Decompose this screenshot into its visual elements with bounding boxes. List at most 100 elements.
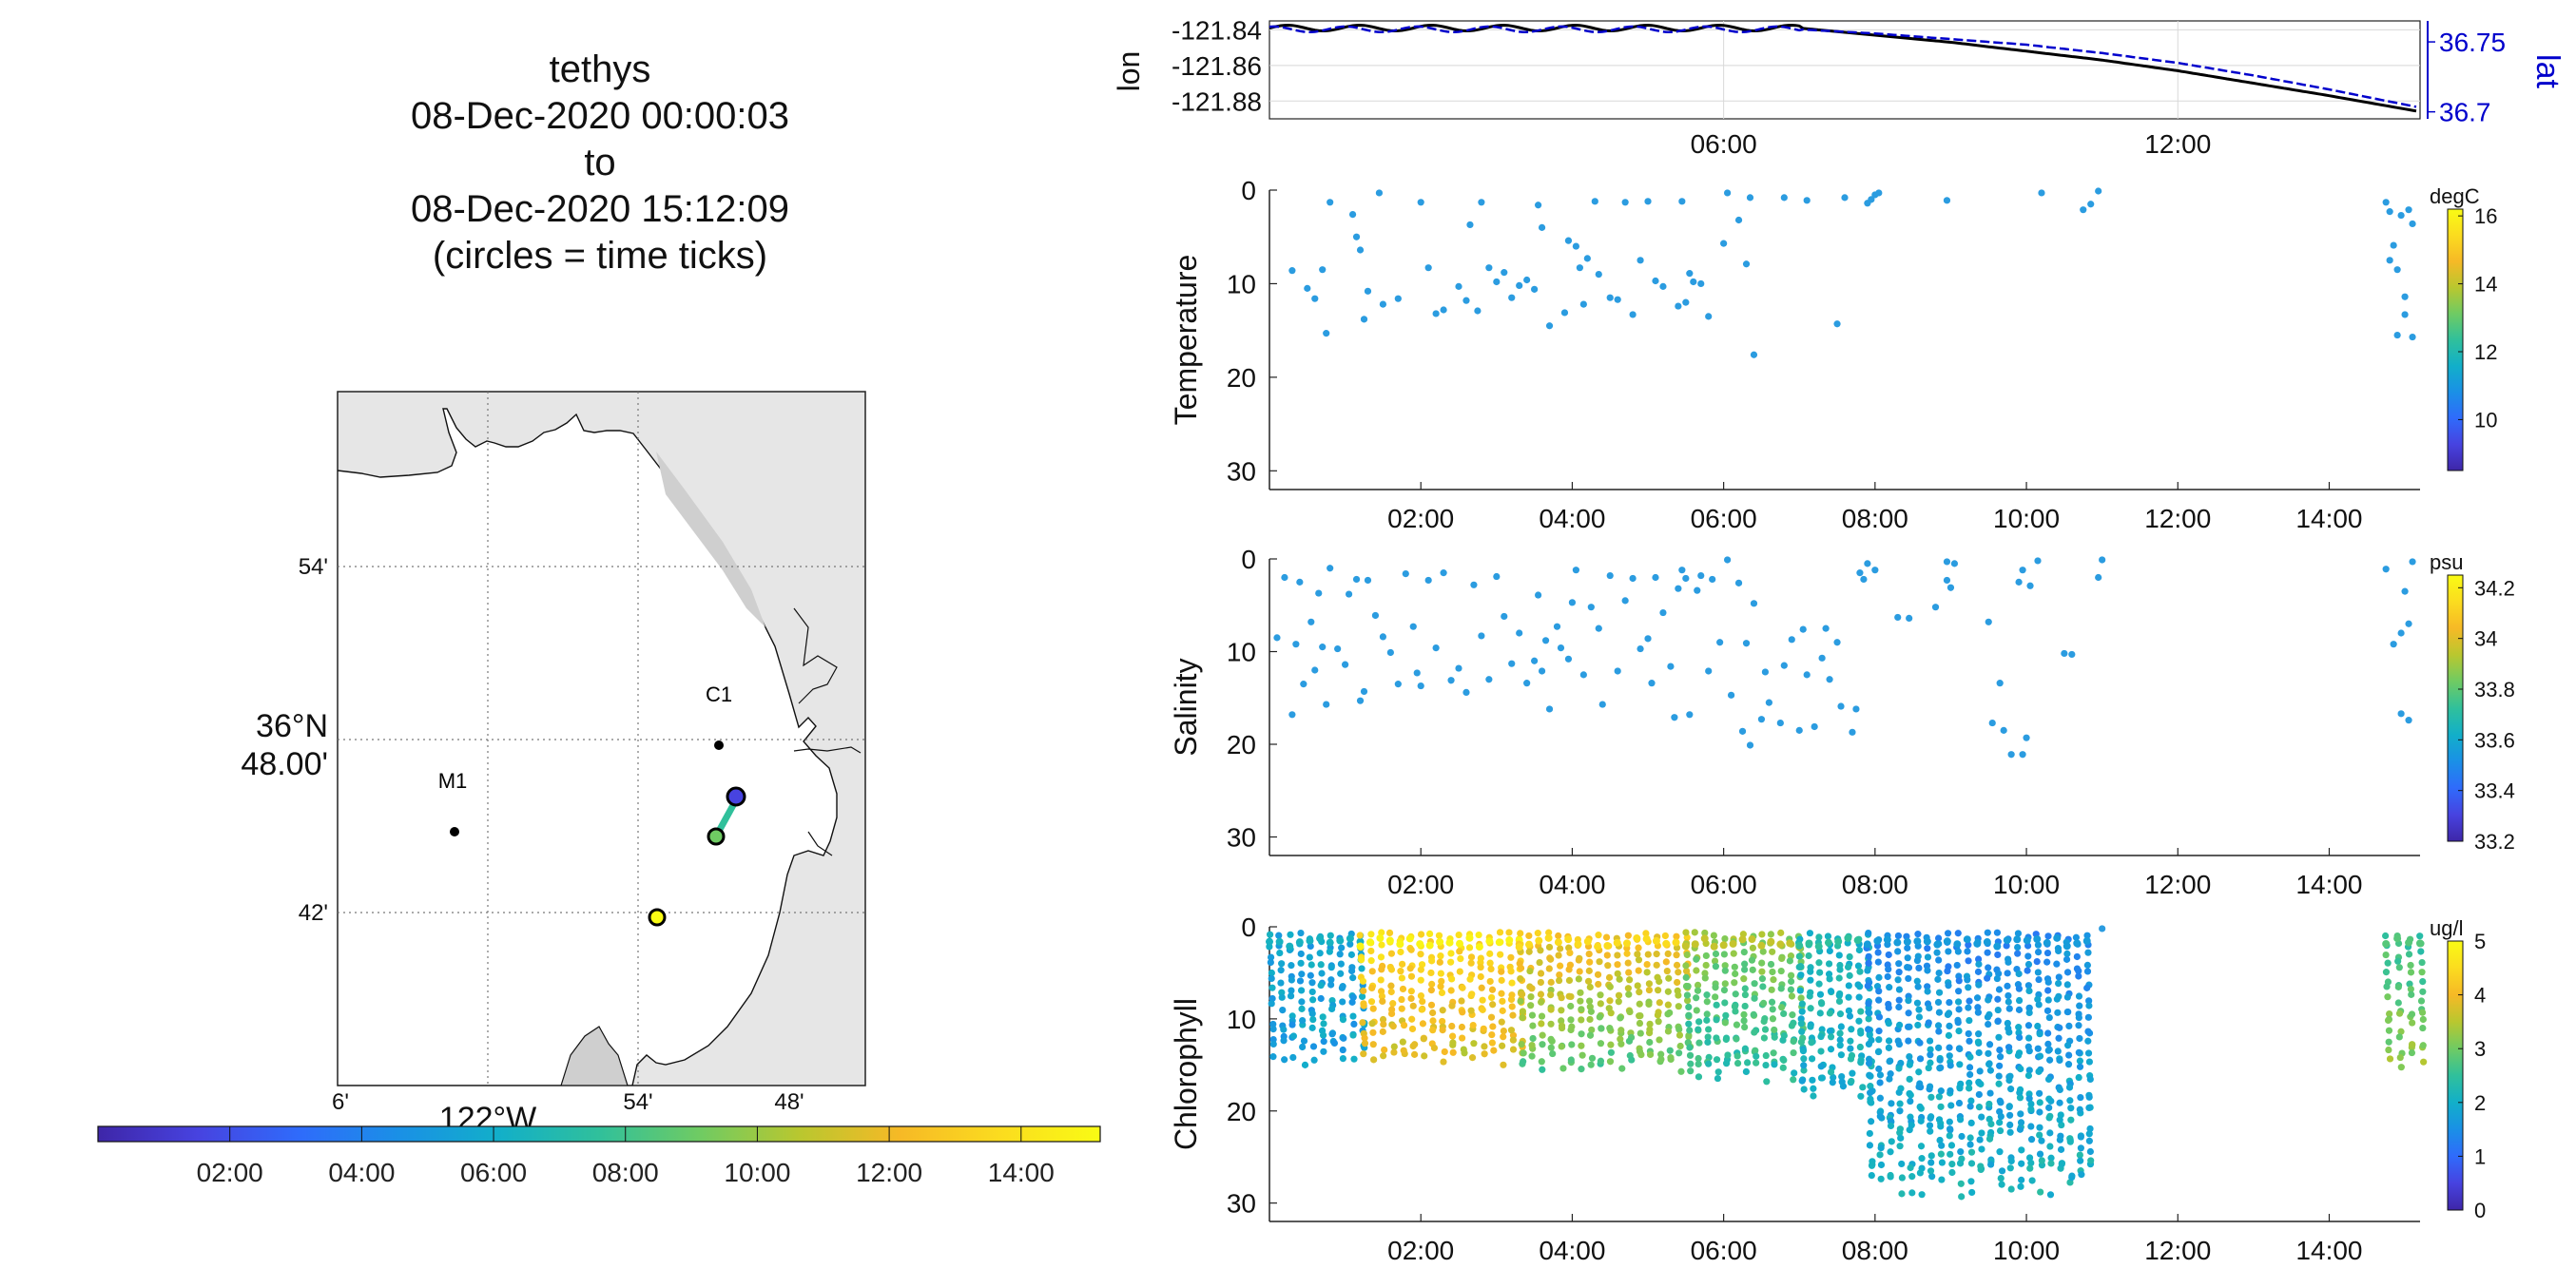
data-point xyxy=(1987,1161,1994,1167)
data-point xyxy=(1559,1023,1565,1029)
data-point xyxy=(1433,310,1440,317)
data-point xyxy=(1505,936,1513,944)
y-tick-label: 20 xyxy=(1227,730,1256,759)
data-point xyxy=(1342,662,1348,668)
data-point xyxy=(1788,978,1794,985)
data-point xyxy=(2078,1171,2084,1178)
data-point xyxy=(1367,931,1374,937)
data-point xyxy=(1759,975,1766,982)
data-point xyxy=(1350,1021,1357,1028)
data-point xyxy=(1567,1016,1574,1023)
y-tick-label: 10 xyxy=(1227,638,1256,667)
data-point xyxy=(1928,1152,1935,1159)
data-point xyxy=(1878,1176,1885,1182)
data-point xyxy=(1474,307,1481,314)
data-point xyxy=(1935,1022,1942,1028)
data-point xyxy=(1359,993,1365,1000)
data-point xyxy=(1975,1030,1982,1037)
data-point xyxy=(1606,974,1613,981)
data-point xyxy=(1752,1048,1758,1054)
data-point xyxy=(1519,990,1525,997)
data-point xyxy=(1296,938,1304,946)
data-point xyxy=(1864,560,1870,567)
nav-lat-axis-label: lat xyxy=(2529,54,2566,88)
data-point xyxy=(1525,932,1532,939)
data-point xyxy=(1328,1030,1335,1037)
data-point xyxy=(1361,688,1367,695)
data-point xyxy=(2036,1108,2043,1115)
data-point xyxy=(2099,556,2105,563)
data-point xyxy=(2024,952,2031,959)
data-point xyxy=(1485,676,1492,682)
data-point xyxy=(1421,1035,1427,1042)
data-point xyxy=(2418,959,2425,966)
data-point xyxy=(2068,651,2075,658)
data-point xyxy=(2409,1049,2415,1056)
data-point xyxy=(1448,1023,1455,1029)
data-point xyxy=(2025,1044,2032,1050)
data-point xyxy=(1924,967,1930,973)
data-point xyxy=(1958,1193,1965,1200)
data-point xyxy=(1896,1022,1903,1028)
data-point xyxy=(1866,1009,1872,1016)
data-point xyxy=(1841,194,1848,201)
data-point xyxy=(1288,962,1294,969)
data-point xyxy=(1622,199,1629,205)
data-point xyxy=(1867,1089,1873,1096)
data-point xyxy=(1994,952,2001,958)
data-point xyxy=(1947,1062,1954,1068)
data-point xyxy=(1967,1178,1974,1184)
data-point xyxy=(1520,1058,1526,1065)
data-point xyxy=(1779,1037,1786,1044)
data-point xyxy=(1702,974,1709,981)
data-point xyxy=(1675,969,1681,975)
colorbar-tick-label: 14 xyxy=(2474,273,2497,297)
data-point xyxy=(2013,935,2021,943)
data-point xyxy=(1927,1159,1934,1165)
data-point xyxy=(1999,1167,2005,1174)
data-point xyxy=(2397,1054,2404,1061)
data-point xyxy=(2029,1177,2036,1183)
data-point xyxy=(2055,1048,2062,1054)
data-point xyxy=(2064,993,2071,1000)
y-tick-label: 0 xyxy=(1241,913,1256,942)
data-point xyxy=(1655,1011,1661,1018)
data-point xyxy=(1697,280,1704,287)
data-point xyxy=(1777,720,1784,726)
data-point xyxy=(1866,953,1872,960)
data-point xyxy=(1545,934,1553,942)
data-point xyxy=(1380,1028,1386,1035)
data-point xyxy=(1825,939,1832,947)
data-point xyxy=(1852,705,1859,712)
data-point xyxy=(1269,975,1275,982)
data-point xyxy=(1678,567,1685,573)
x-tick-label: 06:00 xyxy=(1691,504,1757,533)
data-point xyxy=(1429,1017,1436,1024)
data-point xyxy=(1662,932,1669,939)
data-point xyxy=(1918,1143,1925,1149)
data-point xyxy=(1357,942,1365,950)
data-point xyxy=(1417,951,1424,957)
data-point xyxy=(2391,241,2397,248)
data-point xyxy=(1559,994,1565,1001)
data-point xyxy=(2085,1002,2092,1009)
x-tick-label: 14:00 xyxy=(2295,870,2362,899)
data-point xyxy=(1936,970,1943,976)
data-point xyxy=(1622,597,1629,604)
data-point xyxy=(2017,1126,2024,1133)
data-point xyxy=(1985,930,1991,936)
data-point xyxy=(1886,1058,1892,1065)
salinity-panel: 010203002:00 04:00 06:00 08:00 10:00 12:00 14:… xyxy=(1169,545,2515,899)
data-point xyxy=(1340,1047,1346,1053)
data-point xyxy=(1500,1008,1506,1014)
data-point xyxy=(2383,969,2390,975)
data-point xyxy=(1895,960,1902,967)
data-point xyxy=(1867,1130,1873,1137)
data-point xyxy=(1539,224,1545,231)
data-point xyxy=(2084,1028,2091,1034)
data-point xyxy=(1836,974,1843,981)
data-point xyxy=(1636,968,1642,974)
data-point xyxy=(2038,189,2044,196)
data-point xyxy=(1538,1020,1544,1027)
data-point xyxy=(1674,962,1680,969)
